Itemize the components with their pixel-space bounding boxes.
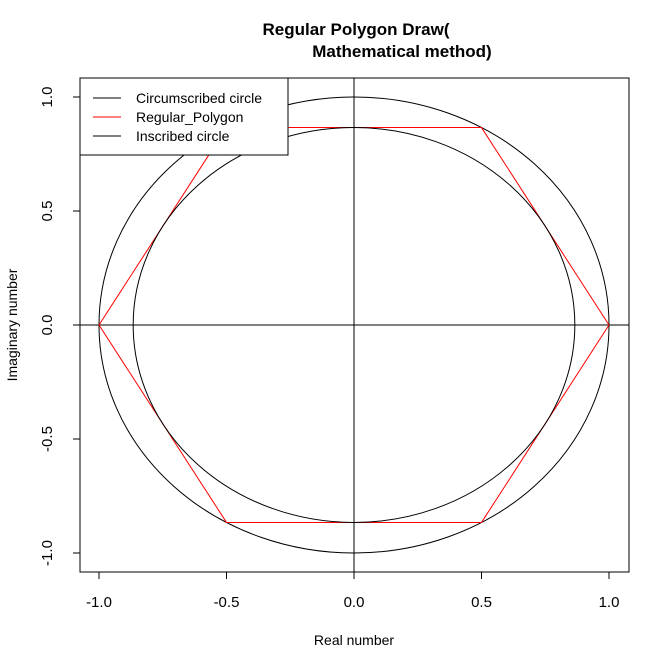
legend-label: Circumscribed circle [136, 90, 262, 106]
y-tick-label: 0.0 [39, 315, 56, 336]
x-axis-label: Real number [314, 632, 394, 648]
plot-lines [80, 78, 629, 572]
y-tick-label: -1.0 [39, 540, 56, 566]
legend-label: Regular_Polygon [136, 109, 243, 125]
chart-title-line1: Regular Polygon Draw( [262, 20, 449, 39]
legend-label: Inscribed circle [136, 128, 230, 144]
y-tick-label: 1.0 [39, 87, 56, 108]
axes: -1.0 -0.5 0.0 0.5 1.0 -1.0 -0.5 0.0 0.5 1.0 [39, 87, 619, 611]
inscribed-circle-line [132, 127, 576, 523]
regular-polygon-line [98, 127, 610, 523]
x-tick-label: -1.0 [86, 594, 112, 611]
chart-title-line2: Mathematical method) [312, 42, 491, 61]
x-tick-label: 0.5 [471, 594, 492, 611]
y-axis-label: Imaginary number [4, 268, 20, 381]
y-tick-label: 0.5 [39, 201, 56, 222]
x-tick-label: 1.0 [599, 594, 620, 611]
x-tick-label: -0.5 [214, 594, 240, 611]
plot-frame [79, 77, 630, 573]
legend: Circumscribed circle Regular_Polygon Inscr… [79, 77, 289, 156]
x-tick-label: 0.0 [344, 594, 365, 611]
y-tick-label: -0.5 [39, 426, 56, 452]
